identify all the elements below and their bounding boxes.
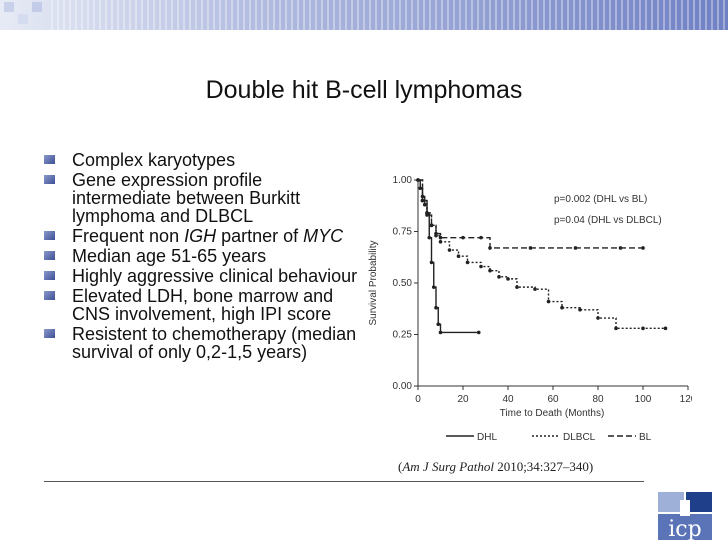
- censor-mark-dlbcl: [546, 299, 551, 304]
- bullet-marker: [44, 155, 55, 164]
- censor-mark-dlbcl: [663, 326, 668, 331]
- bullet-item: Gene expression profile intermediate bet…: [40, 171, 360, 225]
- censor-mark-bl: [488, 246, 492, 250]
- y-tick-label: 0.75: [393, 227, 413, 238]
- censor-mark-dhl: [429, 260, 434, 265]
- p-value-annotation: p=0.04 (DHL vs DLBCL): [554, 215, 662, 226]
- censor-mark-bl: [420, 198, 425, 203]
- censor-mark-dlbcl: [479, 264, 483, 269]
- y-axis-label: Survival Probability: [368, 240, 379, 325]
- y-tick-label: 1.00: [393, 175, 413, 186]
- y-tick-label: 0.00: [393, 381, 413, 392]
- bullet-marker: [44, 251, 55, 260]
- gene-name-igh: IGH: [184, 226, 217, 246]
- censor-mark-dlbcl: [533, 287, 537, 291]
- censor-mark-bl: [641, 246, 645, 250]
- censor-mark-dlbcl: [488, 268, 492, 273]
- bullet-marker: [44, 175, 55, 184]
- x-tick-label: 40: [502, 394, 514, 405]
- censor-mark-bl: [573, 246, 578, 250]
- bullet-item: Elevated LDH, bone marrow and CNS involv…: [40, 287, 360, 323]
- bullet-item: Median age 51-65 years: [40, 247, 360, 265]
- censor-mark-dlbcl: [465, 260, 470, 265]
- legend-label: BL: [639, 432, 652, 443]
- censor-mark-dhl: [434, 305, 438, 310]
- p-value-annotation: p=0.002 (DHL vs BL): [554, 194, 647, 205]
- censor-mark-dlbcl: [497, 275, 501, 279]
- bullet-text: partner of: [216, 226, 304, 246]
- x-tick-label: 60: [547, 394, 559, 405]
- censor-mark-bl: [416, 178, 420, 182]
- x-tick-label: 80: [592, 394, 604, 405]
- bullet-marker: [44, 329, 55, 338]
- bullet-text: Elevated LDH, bone marrow and CNS involv…: [72, 286, 334, 324]
- legend-label: DLBCL: [563, 432, 596, 443]
- censor-mark-dlbcl: [614, 326, 618, 331]
- censor-mark-bl: [479, 235, 483, 240]
- censor-mark-bl: [434, 231, 438, 236]
- censor-mark-dhl: [476, 330, 481, 335]
- bullet-text: Resistent to chemotherapy (median surviv…: [72, 324, 357, 362]
- bullet-item: Resistent to chemotherapy (median surviv…: [40, 325, 360, 361]
- citation-journal: Am J Surg Pathol: [402, 459, 494, 474]
- bullet-list: Complex karyotypes Gene expression profi…: [40, 151, 360, 363]
- censor-mark-dhl: [427, 235, 432, 240]
- bullet-text: Gene expression profile intermediate bet…: [72, 170, 301, 226]
- citation-details: 2010;34:327–340): [493, 459, 594, 474]
- y-tick-label: 0.25: [393, 330, 413, 341]
- y-tick-label: 0.50: [393, 278, 413, 289]
- censor-mark-bl: [618, 246, 623, 250]
- censor-mark-dhl: [418, 186, 423, 191]
- footer-rule: [44, 481, 644, 482]
- censor-mark-bl: [528, 246, 533, 250]
- bullet-text: Median age 51-65 years: [72, 246, 267, 266]
- series-line-bl: [418, 179, 643, 249]
- x-tick-label: 120: [680, 394, 692, 405]
- bullet-marker: [44, 271, 55, 280]
- bullet-text: Complex karyotypes: [72, 150, 236, 170]
- bullet-item: Complex karyotypes: [40, 151, 360, 169]
- censor-mark-bl: [429, 223, 434, 228]
- censor-mark-bl: [461, 235, 465, 240]
- bullet-item: Highly aggressive clinical behaviour: [40, 267, 360, 285]
- logo-text: icp: [668, 517, 701, 542]
- x-axis-label: Time to Death (Months): [500, 408, 605, 419]
- censor-mark-dhl: [431, 285, 436, 289]
- decorative-header-band: [0, 0, 728, 30]
- legend-label: DHL: [477, 432, 497, 443]
- slide-title: Double hit B-cell lymphomas: [205, 76, 523, 104]
- citation: (Am J Surg Pathol 2010;34:327–340): [398, 459, 593, 475]
- survival-chart: Survival Probability Time to Death (Mont…: [362, 170, 692, 460]
- censor-mark-dlbcl: [515, 285, 519, 289]
- x-tick-label: 20: [457, 394, 469, 405]
- censor-mark-dhl: [422, 202, 427, 207]
- censor-mark-dlbcl: [560, 305, 564, 310]
- censor-mark-dlbcl: [447, 248, 452, 252]
- bullet-marker: [44, 291, 55, 300]
- citation-bracket: (: [398, 459, 403, 474]
- icp-logo: icp: [656, 490, 714, 542]
- bullet-text: Frequent non: [72, 226, 185, 246]
- censor-mark-dlbcl: [438, 240, 443, 244]
- x-tick-label: 0: [415, 394, 421, 405]
- censor-mark-dlbcl: [578, 307, 582, 312]
- bullet-item: Frequent non IGH partner of MYC: [40, 227, 360, 245]
- censor-mark-dhl: [438, 330, 443, 335]
- censor-mark-dhl: [436, 322, 441, 326]
- censor-mark-bl: [425, 213, 429, 217]
- censor-mark-dlbcl: [456, 254, 461, 259]
- censor-mark-bl: [438, 235, 443, 240]
- censor-mark-dlbcl: [596, 316, 600, 320]
- x-tick-label: 100: [635, 394, 652, 405]
- bullet-text: Highly aggressive clinical behaviour: [72, 266, 358, 286]
- gene-name-myc: MYC: [303, 226, 344, 246]
- bullet-marker: [44, 231, 55, 240]
- censor-mark-dlbcl: [506, 277, 510, 281]
- censor-mark-dlbcl: [641, 326, 645, 331]
